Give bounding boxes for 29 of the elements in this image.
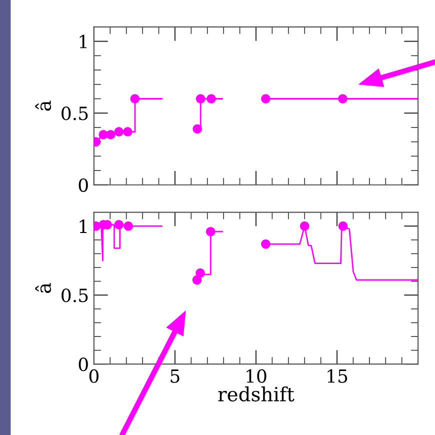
point: [261, 94, 270, 104]
point: [106, 130, 116, 140]
y-tick-label: 1: [80, 34, 87, 48]
x-axis-title: redshift: [218, 386, 294, 402]
y-tick-label: 1: [80, 220, 87, 233]
point: [114, 127, 124, 136]
point: [196, 94, 206, 104]
point: [114, 220, 124, 230]
x-tick-label: 5: [170, 370, 180, 383]
point: [124, 221, 133, 231]
y-axis-title: â: [35, 282, 52, 294]
y-tick-label: 0: [78, 358, 88, 372]
x-tick-label: 15: [328, 369, 348, 383]
point: [130, 94, 140, 104]
y-tick-label: 0: [78, 178, 88, 192]
y-tick-label: 0.5: [62, 288, 88, 302]
y-axis-title: â: [35, 100, 52, 111]
point: [123, 127, 132, 136]
point: [196, 268, 205, 278]
point: [300, 221, 310, 231]
y-tick-label: 0.5: [62, 106, 88, 120]
point: [261, 239, 270, 249]
point: [206, 226, 216, 236]
point: [338, 221, 348, 231]
point: [192, 124, 202, 134]
point: [338, 94, 348, 104]
x-tick-label: 0: [89, 369, 99, 383]
x-tick-label: 10: [246, 369, 266, 383]
point: [206, 94, 216, 104]
